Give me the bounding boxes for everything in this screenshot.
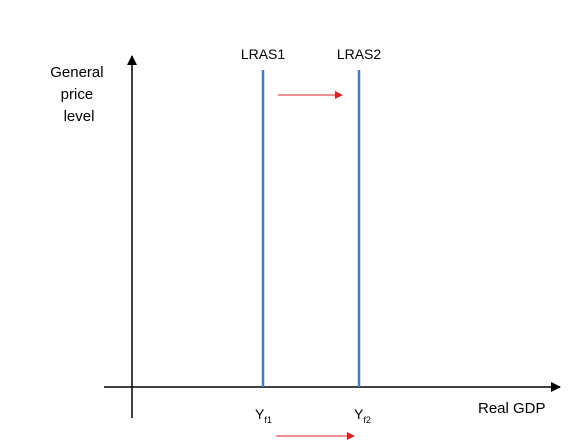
tick-label-yf2-base: Y — [354, 406, 364, 422]
tick-label-yf1: Yf1 — [255, 406, 272, 425]
tick-label-yf1-sub: f1 — [264, 415, 272, 425]
tick-label-yf2: Yf2 — [354, 406, 371, 425]
y-axis-label-line-2: price — [61, 86, 94, 103]
lras2-label: LRAS2 — [337, 46, 382, 62]
tick-label-yf2-sub: f2 — [363, 415, 371, 425]
y-axis-label-line-3: level — [64, 108, 95, 125]
tick-label-yf1-base: Y — [255, 406, 265, 422]
y-axis-label-line-1: General — [50, 64, 103, 81]
x-axis-label: Real GDP — [478, 400, 546, 417]
lras1-label: LRAS1 — [241, 46, 286, 62]
y-axis-label: General price level — [50, 64, 108, 125]
